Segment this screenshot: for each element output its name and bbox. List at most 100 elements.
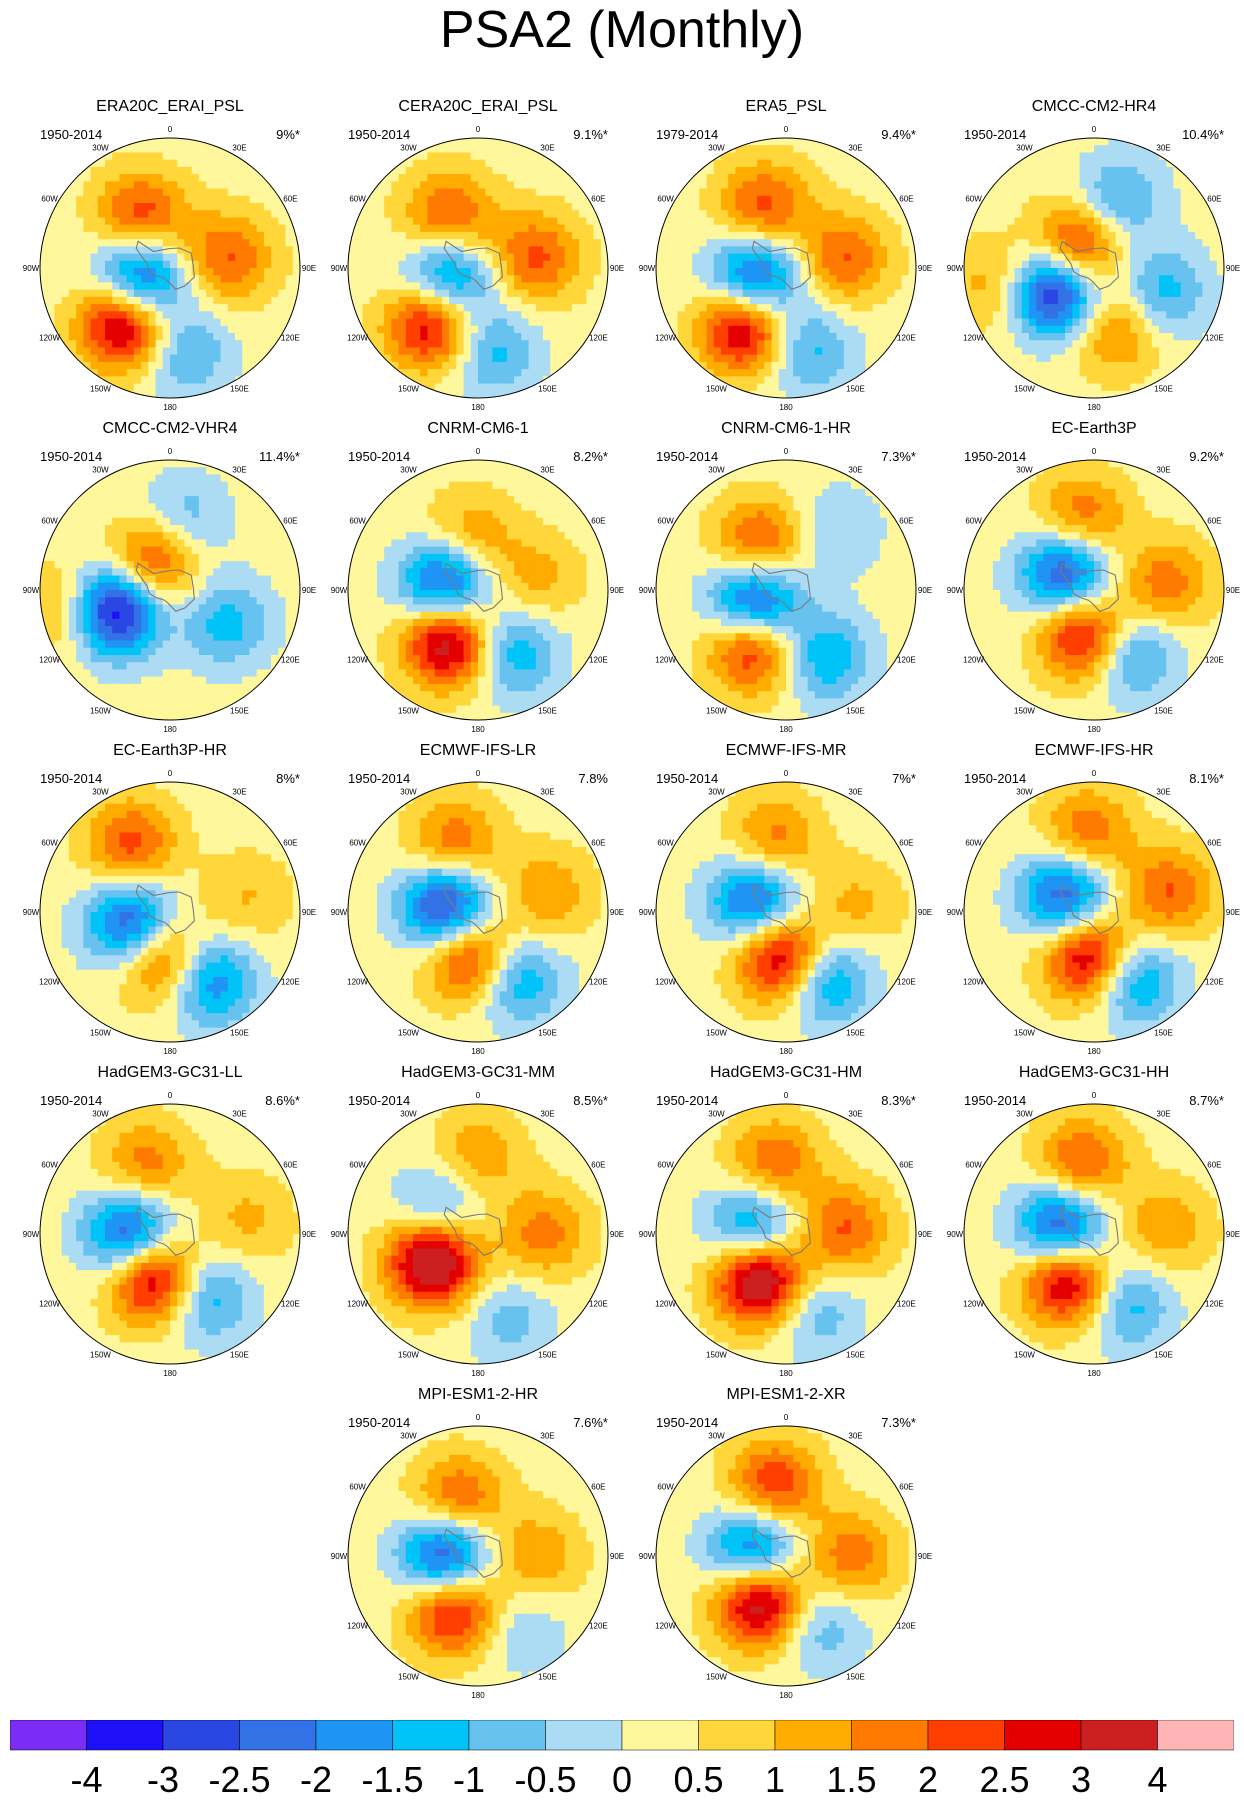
map-panel: CNRM-CM6-1-HR 1950-2014 7.3%* 0 30E 60E 90E 120…: [636, 420, 936, 740]
antarctica-coastline: [135, 240, 195, 290]
panel-title: CMCC-CM2-HR4: [944, 98, 1244, 116]
polar-map: 0 30E 60E 90E 120E 150E 180 150W 120W 90W 60W 30W: [23, 447, 316, 734]
longitude-label: 90W: [947, 586, 964, 595]
panel-explained-variance: 8%*: [276, 771, 300, 786]
longitude-label: 60W: [349, 839, 366, 848]
colorbar-swatch: [1004, 1720, 1082, 1751]
longitude-label: 60W: [349, 1483, 366, 1492]
psl-anomaly-field: [40, 782, 300, 1042]
map-boundary: [655, 459, 917, 721]
colorbar-tick-label: 0: [612, 1759, 632, 1800]
longitude-label: 0: [168, 1091, 173, 1100]
polar-map: 0 30E 60E 90E 120E 150E 180 150W 120W 90W 60W 30W: [639, 447, 932, 734]
colorbar-tick-label: 4: [1147, 1759, 1167, 1800]
longitude-label: 30W: [92, 1110, 109, 1119]
longitude-label: 120E: [1205, 656, 1224, 665]
longitude-label: 90W: [947, 908, 964, 917]
longitude-label: 90E: [918, 264, 932, 273]
longitude-label: 30E: [848, 144, 862, 153]
longitude-label: 180: [1087, 725, 1101, 734]
longitude-label: 120E: [897, 656, 916, 665]
longitude-label: 90E: [918, 1552, 932, 1561]
longitude-label: 120E: [589, 334, 608, 343]
longitude-label: 180: [471, 725, 485, 734]
longitude-label: 150W: [1014, 706, 1035, 715]
longitude-label: 120E: [281, 1300, 300, 1309]
longitude-label: 30W: [400, 466, 417, 475]
longitude-label: 30E: [232, 466, 246, 475]
map-panel: CMCC-CM2-HR4 1950-2014 10.4%* 0 30E 60E 90E 120…: [944, 98, 1244, 418]
panel-period: 1950-2014: [40, 771, 102, 786]
panel-title: CERA20C_ERAI_PSL: [328, 98, 628, 116]
longitude-label: 150E: [846, 1672, 865, 1681]
panel-explained-variance: 8.6%*: [265, 1093, 300, 1108]
longitude-label: 30E: [1156, 788, 1170, 797]
longitude-label: 30E: [540, 466, 554, 475]
longitude-label: 90E: [610, 908, 624, 917]
longitude-label: 60W: [41, 1161, 58, 1170]
longitude-label: 0: [1092, 769, 1097, 778]
longitude-label: 180: [1087, 1047, 1101, 1056]
map-panel: CNRM-CM6-1 1950-2014 8.2%* 0 30E 60E 90E 120E 15…: [328, 420, 628, 740]
longitude-label: 30W: [92, 788, 109, 797]
longitude-label: 120W: [963, 1300, 984, 1309]
colorbar-swatch: [851, 1720, 929, 1751]
longitude-label: 60E: [591, 1483, 605, 1492]
longitude-label: 90W: [331, 264, 348, 273]
longitude-label: 60W: [41, 517, 58, 526]
longitude-label: 30W: [708, 466, 725, 475]
longitude-label: 150W: [398, 384, 419, 393]
colorbar: -4 -3 -2.5 -2 -1.5 -1 -0.5 0 0.5 1 1.5 2 2.5 3 4: [10, 1720, 1234, 1800]
longitude-label: 120E: [897, 334, 916, 343]
longitude-label: 30W: [708, 144, 725, 153]
longitude-label: 30E: [540, 1432, 554, 1441]
longitude-label: 90W: [947, 264, 964, 273]
map-boundary: [963, 137, 1225, 399]
colorbar-swatch: [86, 1720, 164, 1751]
colorbar-swatch: [239, 1720, 317, 1751]
longitude-label: 120E: [589, 978, 608, 987]
polar-map: 0 30E 60E 90E 120E 150E 180 150W 120W 90W 60W 30W: [331, 1413, 624, 1700]
map-panel: CERA20C_ERAI_PSL 1950-2014 9.1%* 0 30E 60E 90E…: [328, 98, 628, 418]
longitude-label: 0: [168, 125, 173, 134]
colorbar-swatch: [468, 1720, 546, 1751]
antarctica-coastline: [135, 884, 195, 934]
longitude-label: 90E: [1226, 586, 1240, 595]
colorbar-tick-label: -4: [70, 1759, 102, 1800]
longitude-label: 90E: [918, 586, 932, 595]
longitude-label: 60W: [41, 195, 58, 204]
longitude-label: 90E: [610, 1552, 624, 1561]
longitude-label: 60E: [591, 517, 605, 526]
panel-title: EC-Earth3P: [944, 420, 1244, 438]
longitude-label: 120E: [897, 1300, 916, 1309]
longitude-label: 90W: [331, 908, 348, 917]
longitude-label: 60E: [1207, 517, 1221, 526]
longitude-label: 30W: [708, 1110, 725, 1119]
panel-title: HadGEM3-GC31-MM: [328, 1064, 628, 1082]
longitude-label: 150E: [538, 706, 557, 715]
psl-anomaly-field: [964, 138, 1224, 398]
panel-period: 1950-2014: [348, 127, 410, 142]
map-panel: HadGEM3-GC31-LL 1950-2014 8.6%* 0 30E 60E 90E 1…: [20, 1064, 320, 1384]
panel-period: 1950-2014: [40, 1093, 102, 1108]
longitude-label: 90W: [639, 1552, 656, 1561]
longitude-label: 150W: [398, 706, 419, 715]
longitude-label: 120W: [655, 978, 676, 987]
longitude-label: 30E: [1156, 466, 1170, 475]
longitude-label: 90W: [23, 264, 40, 273]
map-boundary: [39, 137, 301, 399]
antarctica-coastline: [751, 1206, 811, 1256]
longitude-label: 30W: [1016, 1110, 1033, 1119]
panel-explained-variance: 8.1%*: [1189, 771, 1224, 786]
longitude-label: 60W: [657, 195, 674, 204]
longitude-label: 60E: [591, 839, 605, 848]
colorbar-swatch: [392, 1720, 470, 1751]
longitude-label: 180: [471, 1047, 485, 1056]
antarctica-coastline: [443, 1528, 503, 1578]
longitude-label: 150W: [90, 706, 111, 715]
polar-map: 0 30E 60E 90E 120E 150E 180 150W 120W 90W 60W 30W: [23, 125, 316, 412]
colorbar-swatch: [621, 1720, 699, 1751]
panel-period: 1950-2014: [656, 771, 718, 786]
colorbar-tick-label: 1: [765, 1759, 785, 1800]
psl-anomaly-field: [40, 138, 300, 398]
